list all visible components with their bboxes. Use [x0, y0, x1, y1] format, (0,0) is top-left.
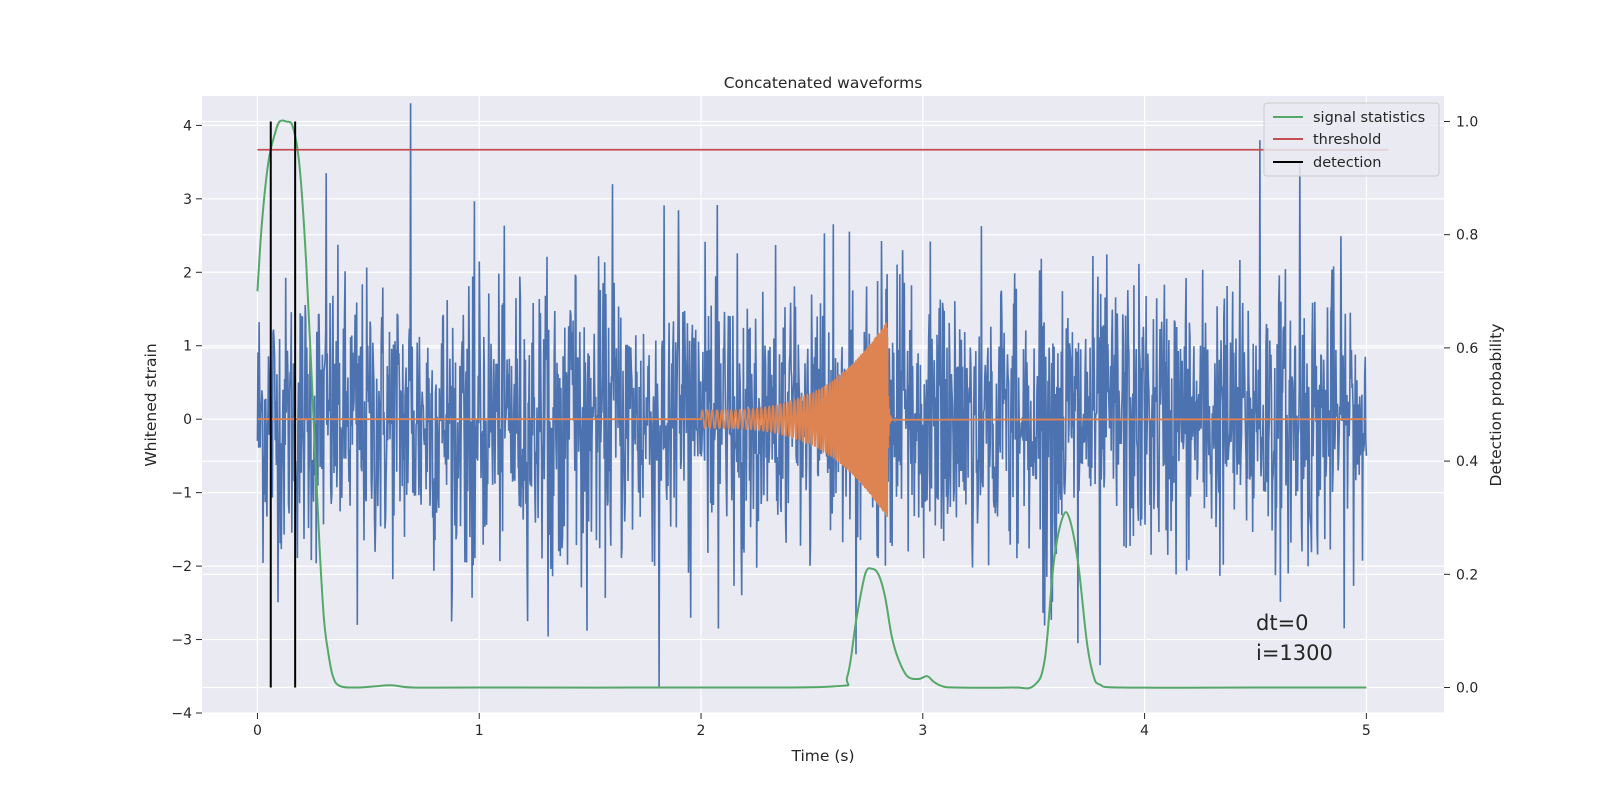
- legend-label-signal-statistics: signal statistics: [1313, 110, 1425, 126]
- annotation-i: i=1300: [1256, 641, 1333, 665]
- x-tick-label-5: 5: [1362, 723, 1371, 739]
- chart-title: Concatenated waveforms: [724, 74, 923, 92]
- left-tick-label-5: 1: [183, 339, 192, 355]
- y-axis-label-right: Detection probability: [1487, 324, 1505, 487]
- signal-statistics-series: [256, 119, 1367, 690]
- x-tick-label-3: 3: [918, 723, 927, 739]
- x-tick-label-0: 0: [253, 723, 262, 739]
- left-tick-label-6: 2: [183, 265, 192, 281]
- left-tick-label-8: 4: [183, 118, 192, 134]
- left-tick-label-4: 0: [183, 412, 192, 428]
- template-series: [257, 322, 1367, 517]
- right-axis-ticks: 0.0 0.2 0.4 0.6 0.8 1.0: [1444, 114, 1478, 697]
- x-axis-label: Time (s): [790, 747, 854, 765]
- legend-frame: [1263, 102, 1440, 177]
- left-tick-label-3: −1: [171, 486, 192, 502]
- left-tick-label-7: 3: [183, 192, 192, 208]
- right-tick-label-0: 0.0: [1456, 681, 1478, 697]
- right-tick-label-4: 0.8: [1456, 228, 1478, 244]
- legend-label-threshold: threshold: [1313, 132, 1381, 148]
- legend: signal statistics threshold detection: [1263, 102, 1440, 177]
- x-tick-label-2: 2: [697, 723, 706, 739]
- plot-area: [256, 103, 1389, 690]
- right-tick-label-2: 0.4: [1456, 454, 1478, 470]
- right-tick-label-1: 0.2: [1456, 567, 1478, 583]
- left-axis-ticks: −4 −3 −2 −1 0 1 2 3 4: [171, 118, 202, 722]
- right-tick-label-5: 1.0: [1456, 114, 1478, 130]
- annotation-dt: dt=0: [1256, 611, 1309, 635]
- legend-label-detection: detection: [1313, 155, 1381, 171]
- left-tick-label-1: −3: [171, 633, 192, 649]
- x-tick-label-4: 4: [1140, 723, 1149, 739]
- y-axis-label-left: Whitened strain: [142, 343, 160, 466]
- x-tick-label-1: 1: [475, 723, 484, 739]
- left-tick-label-2: −2: [171, 559, 192, 575]
- right-tick-label-3: 0.6: [1456, 341, 1478, 357]
- left-tick-label-0: −4: [171, 706, 192, 722]
- strain-series: [256, 103, 1368, 688]
- x-axis-ticks: 0 1 2 3 4 5: [253, 713, 1371, 739]
